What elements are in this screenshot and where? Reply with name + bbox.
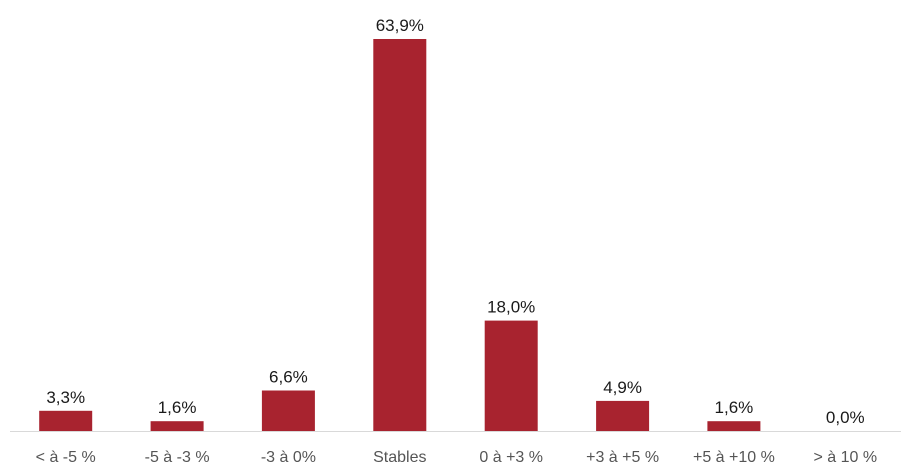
bar [707, 421, 761, 431]
x-tick-label: -5 à -3 % [145, 449, 210, 466]
data-label: 1,6% [715, 398, 754, 417]
x-tick-label: > à 10 % [813, 449, 877, 466]
data-label: 4,9% [603, 378, 642, 397]
x-tick-label: -3 à 0% [261, 449, 316, 466]
bar [150, 421, 204, 431]
x-tick-label: +3 à +5 % [586, 449, 659, 466]
bar [261, 390, 315, 431]
x-tick-label: 0 à +3 % [479, 449, 543, 466]
data-label: 0,0% [826, 408, 865, 427]
x-tick-label: < à -5 % [36, 449, 96, 466]
data-label: 18,0% [487, 298, 535, 317]
data-labels-group: 3,3% 1,6% 6,6% 63,9% 18,0% 4,9% 1,6% 0,0% [46, 16, 864, 427]
x-tick-label: Stables [373, 449, 426, 466]
bar [596, 400, 650, 431]
bars-group [39, 39, 761, 431]
bar [39, 410, 93, 431]
data-label: 1,6% [158, 398, 197, 417]
x-tick-label: +5 à +10 % [693, 449, 775, 466]
data-label: 63,9% [376, 16, 424, 35]
data-label: 6,6% [269, 368, 308, 387]
x-tick-labels-group: < à -5 % -5 à -3 % -3 à 0% Stables 0 à +3 % +… [36, 449, 877, 466]
bar [484, 320, 538, 431]
bar [373, 39, 427, 431]
data-label: 3,3% [46, 388, 85, 407]
